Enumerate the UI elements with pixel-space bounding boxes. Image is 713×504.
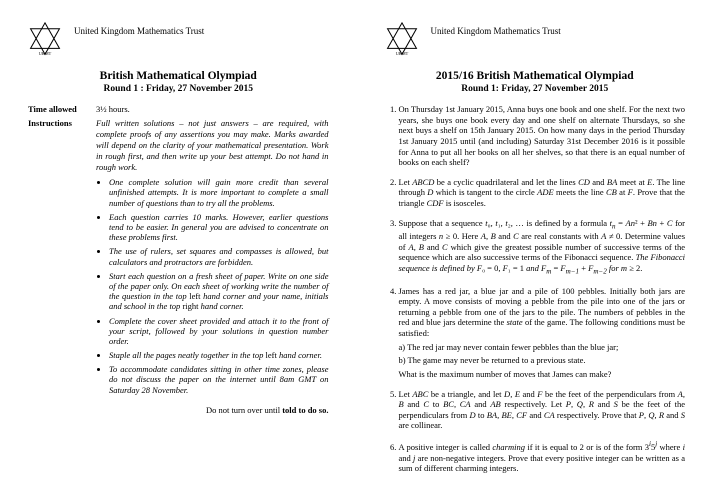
right-page: UKMT United Kingdom Mathematics Trust 20… [357,0,713,504]
header: UKMT United Kingdom Mathematics Trust [385,20,686,58]
instructions-intro: Full written solutions – not just answer… [96,118,329,173]
instruction-item: Start each question on a fresh sheet of … [109,271,329,312]
problem-item: Let ABCD be a cyclic quadrilateral and l… [399,177,686,209]
instructions-row: Instructions Full written solutions – no… [28,118,329,399]
problem-item: Let ABC be a triangle, and let D, E and … [399,389,686,432]
problem-item: A positive integer is called charming if… [399,440,686,474]
olympiad-title: 2015/16 British Mathematical Olympiad [385,70,686,82]
svg-text:UKMT: UKMT [395,51,408,56]
instructions-label: Instructions [28,118,96,399]
title-block: 2015/16 British Mathematical Olympiad Ro… [385,70,686,94]
trust-name: United Kingdom Mathematics Trust [431,20,561,36]
instruction-item: Each question carries 10 marks. However,… [109,212,329,243]
problem-item: On Thursday 1st January 2015, Anna buys … [399,104,686,168]
ukmt-logo-icon: UKMT [28,20,62,58]
header: UKMT United Kingdom Mathematics Trust [28,20,329,58]
svg-text:UKMT: UKMT [39,51,52,56]
turnover-note: Do not turn over until told to do so. [28,405,329,415]
time-value: 3½ hours. [96,104,130,115]
olympiad-title: British Mathematical Olympiad [28,70,329,82]
problem-item: James has a red jar, a blue jar and a pi… [399,286,686,380]
problem-item: Suppose that a sequence t₀, t₁, t₂, … is… [399,218,686,277]
time-row: Time allowed 3½ hours. [28,104,329,115]
instruction-item: One complete solution will gain more cre… [109,177,329,208]
trust-name: United Kingdom Mathematics Trust [74,20,204,36]
time-label: Time allowed [28,104,96,115]
turnover-pre: Do not turn over until [206,405,282,415]
instruction-item: To accommodate candidates sitting in oth… [109,364,329,395]
left-page: UKMT United Kingdom Mathematics Trust Br… [0,0,357,504]
ukmt-logo-icon: UKMT [385,20,419,58]
round-info: Round 1: Friday, 27 November 2015 [385,84,686,94]
instruction-item: Staple all the pages neatly together in … [109,350,329,360]
instruction-item: Complete the cover sheet provided and at… [109,316,329,347]
turnover-bold: told to do so. [282,405,328,415]
instructions-body: Full written solutions – not just answer… [96,118,329,399]
problem-list: On Thursday 1st January 2015, Anna buys … [385,104,686,474]
round-info: Round 1 : Friday, 27 November 2015 [28,84,329,94]
title-block: British Mathematical Olympiad Round 1 : … [28,70,329,94]
instruction-bullets: One complete solution will gain more cre… [96,177,329,395]
instruction-item: The use of rulers, set squares and compa… [109,246,329,266]
